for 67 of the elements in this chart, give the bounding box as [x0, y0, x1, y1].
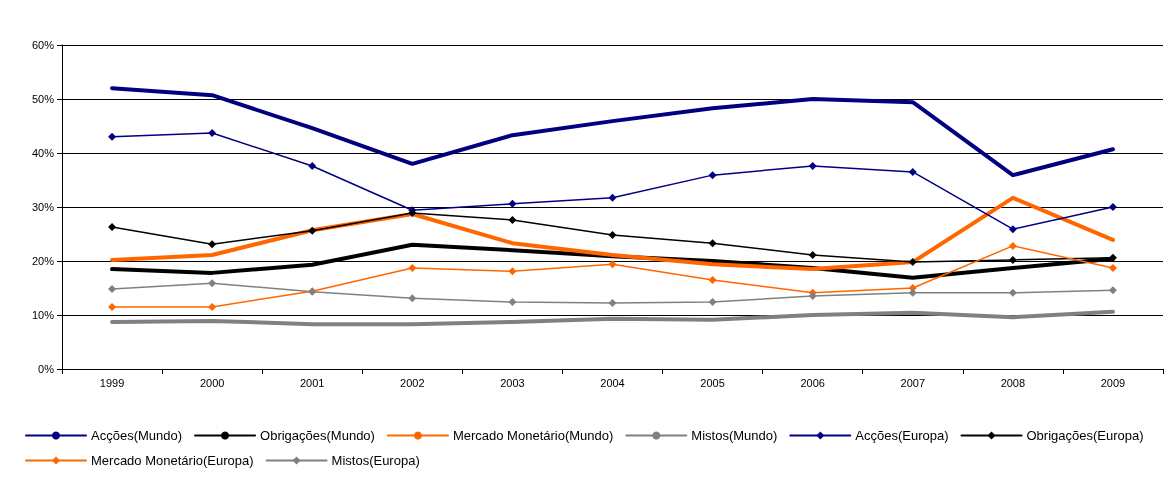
x-tick-label: 2006	[800, 376, 825, 389]
line-series	[110, 309, 1115, 327]
x-tick-label: 2001	[299, 376, 325, 389]
line-series	[110, 195, 1115, 272]
y-tick-label: 30%	[31, 201, 55, 213]
point	[308, 161, 317, 170]
point	[808, 292, 817, 301]
legend-label: Mistos(Mundo)	[691, 428, 778, 443]
point	[108, 222, 117, 231]
point	[608, 260, 617, 269]
legend-label: Mistos(Europa)	[331, 453, 420, 468]
point	[208, 302, 217, 311]
point	[508, 215, 517, 224]
point	[708, 171, 717, 180]
x-tick-label: 2000	[199, 376, 225, 389]
point	[708, 275, 717, 284]
point	[108, 285, 117, 294]
point	[608, 193, 617, 202]
point	[1008, 241, 1017, 250]
point	[908, 167, 917, 176]
point	[1108, 264, 1117, 273]
x-tick-label: 2003	[500, 376, 525, 389]
y-tick-label: 10%	[31, 309, 55, 321]
point	[708, 298, 717, 307]
point	[208, 279, 217, 288]
point	[208, 240, 217, 249]
point	[1108, 286, 1117, 295]
point	[808, 251, 817, 260]
point	[508, 267, 517, 276]
line-series	[110, 86, 1115, 178]
point	[108, 132, 117, 141]
point	[708, 239, 717, 248]
x-tick-label: 2004	[600, 376, 625, 389]
legend-label: Obrigações(Europa)	[1026, 428, 1144, 443]
point	[508, 298, 517, 307]
point	[608, 299, 617, 308]
point	[908, 258, 917, 267]
point	[1008, 288, 1017, 297]
legend-label: Acções(Mundo)	[91, 428, 183, 443]
point	[908, 288, 917, 297]
point	[408, 264, 417, 273]
point	[1108, 203, 1117, 211]
legend-label: Obrigações(Mundo)	[260, 428, 375, 443]
legend-label: Acções(Europa)	[855, 428, 949, 443]
x-tick-label: 1999	[99, 376, 125, 389]
x-tick-label: 2007	[900, 376, 926, 389]
point	[208, 129, 217, 138]
x-tick-label: 2002	[400, 376, 425, 389]
x-tick-label: 2008	[1000, 376, 1026, 389]
y-tick-label: 20%	[31, 255, 55, 267]
y-tick-label: 50%	[31, 93, 55, 105]
y-tick-label: 40%	[31, 147, 55, 159]
y-tick-label: 60%	[31, 39, 55, 51]
point	[1008, 255, 1017, 264]
point	[108, 302, 117, 311]
legend-label: Mercado Monetário(Europa)	[91, 453, 254, 468]
legend-label: Mercado Monetário(Mundo)	[452, 428, 614, 443]
point	[1008, 225, 1017, 234]
point	[308, 226, 317, 235]
point	[1108, 253, 1117, 262]
y-tick-label: 0%	[38, 363, 55, 375]
point	[608, 231, 617, 240]
point	[808, 161, 817, 170]
point	[508, 199, 517, 208]
x-tick-label: 2009	[1100, 376, 1126, 389]
point	[408, 294, 417, 303]
x-tick-label: 2005	[700, 376, 725, 389]
